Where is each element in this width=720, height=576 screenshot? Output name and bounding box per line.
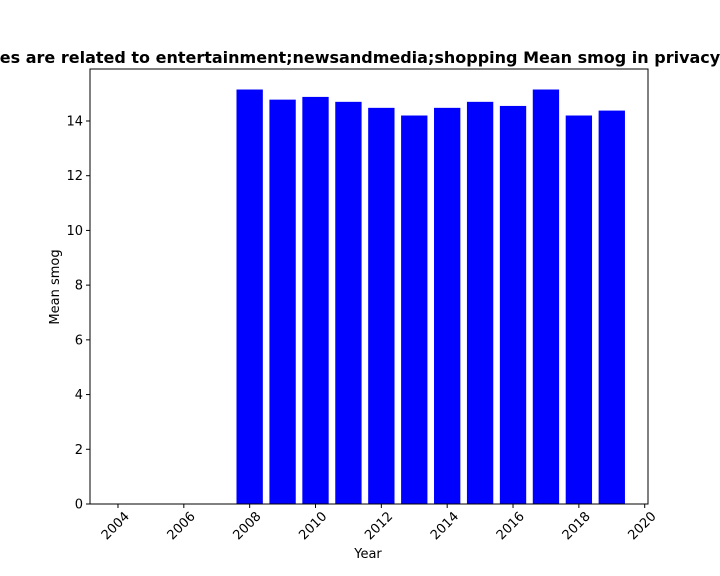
bar-2015 xyxy=(466,101,494,504)
y-tick-label: 0 xyxy=(75,498,83,513)
y-tick-label: 4 xyxy=(75,388,83,403)
x-axis-label: Year xyxy=(353,547,382,562)
y-tick-label: 2 xyxy=(75,443,83,458)
x-tick-label: 2008 xyxy=(230,509,264,543)
x-ticks-group: 2004 2006 2008 2010 2012 2014 2016 2018 2020 xyxy=(99,504,660,543)
chart-title: es are related to entertainment;newsandm… xyxy=(0,48,720,67)
bar-2012 xyxy=(368,107,395,504)
bars-group xyxy=(236,89,625,505)
y-tick-label: 14 xyxy=(66,114,83,129)
x-tick-label: 2016 xyxy=(494,509,528,543)
y-ticks-group: 0 2 4 6 8 10 12 14 xyxy=(66,114,90,513)
x-tick-label: 2014 xyxy=(428,509,462,543)
y-tick-label: 8 xyxy=(75,279,83,294)
x-tick-label: 2010 xyxy=(296,509,330,543)
x-tick-label: 2012 xyxy=(362,509,396,543)
y-tick-label: 12 xyxy=(66,169,83,184)
bar-2009 xyxy=(269,99,296,504)
bar-2019 xyxy=(598,110,625,505)
plot-frame xyxy=(89,68,649,505)
bar-2018 xyxy=(565,115,593,505)
bar-2016 xyxy=(499,105,527,504)
y-tick-label: 10 xyxy=(66,224,83,239)
y-tick-label: 6 xyxy=(75,333,83,348)
bar-2013 xyxy=(401,115,428,505)
bar-2008 xyxy=(236,89,263,505)
bar-2010 xyxy=(302,96,329,504)
x-tick-label: 2018 xyxy=(560,509,594,543)
x-tick-label: 2020 xyxy=(626,509,660,543)
bar-2011 xyxy=(335,101,362,504)
bar-2014 xyxy=(434,107,461,504)
x-tick-label: 2004 xyxy=(99,509,133,543)
x-tick-label: 2006 xyxy=(165,509,199,543)
bar-2017 xyxy=(532,89,560,505)
y-axis-label: Mean smog xyxy=(48,249,63,324)
